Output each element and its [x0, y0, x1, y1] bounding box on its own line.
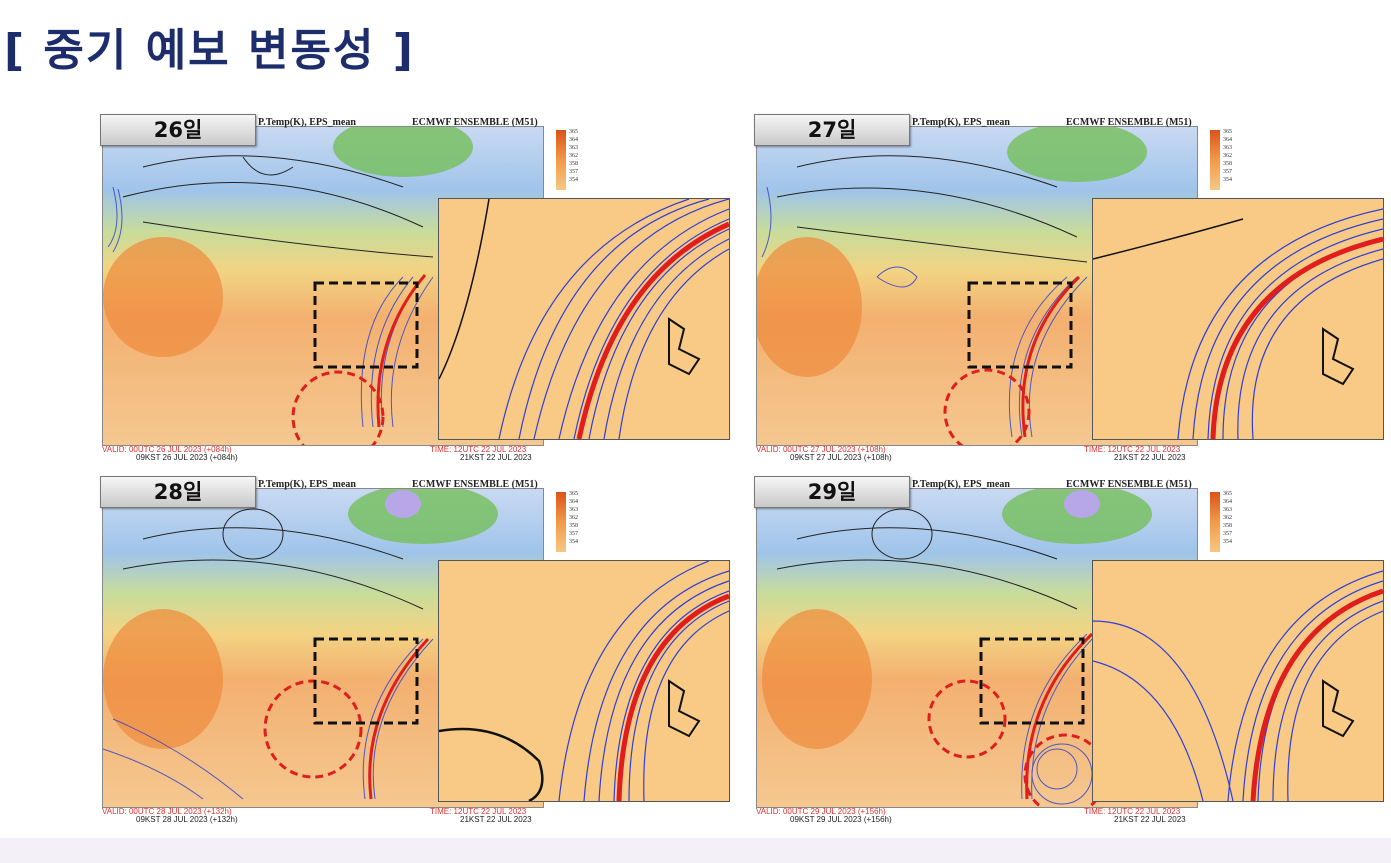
colorbar-tick: 357	[1223, 531, 1232, 537]
init-time-kst: 21KST 22 JUL 2023	[460, 453, 532, 462]
model-label: ECMWF ENSEMBLE (M51)	[412, 479, 538, 490]
colorbar	[556, 492, 566, 552]
slide-title: [ 중기 예보 변동성 ]	[4, 25, 415, 76]
init-time-utc: TIME: 12UTC 22 JUL 2023	[430, 445, 527, 454]
slide-footer-band	[0, 838, 1391, 863]
model-label: ECMWF ENSEMBLE (M51)	[1066, 479, 1192, 490]
day-label: 27일	[754, 114, 910, 146]
forecast-panel-day26: 365 364 363 362 358 357 354 P.Temp(K), E…	[100, 112, 732, 467]
colorbar-tick: 354	[1223, 177, 1232, 183]
colorbar	[556, 130, 566, 190]
colorbar-labels: 365 364 363 362 358 357 354	[569, 128, 578, 184]
valid-time-utc: VALID: 00UTC 26 JUL 2023 (+084h)	[102, 445, 232, 454]
colorbar-tick: 354	[569, 539, 578, 545]
valid-time-kst: 09KST 26 JUL 2023 (+084h)	[136, 453, 238, 462]
colorbar-tick: 365	[1223, 129, 1232, 135]
valid-time-utc: VALID: 00UTC 27 JUL 2023 (+108h)	[756, 445, 886, 454]
zoomed-map-inset	[438, 198, 730, 440]
colorbar-labels: 365 364 363 362 358 357 354	[1223, 128, 1232, 184]
colorbar-tick: 363	[1223, 145, 1232, 151]
colorbar-tick: 364	[1223, 137, 1232, 143]
colorbar-tick: 354	[1223, 539, 1232, 545]
map-variable-label: P.Temp(K), EPS_mean	[258, 117, 356, 128]
init-time-kst: 21KST 22 JUL 2023	[1114, 815, 1186, 824]
valid-time-utc: VALID: 00UTC 28 JUL 2023 (+132h)	[102, 807, 232, 816]
zoomed-map-inset	[1092, 198, 1384, 440]
colorbar-tick: 358	[1223, 161, 1232, 167]
map-variable-label: P.Temp(K), EPS_mean	[912, 117, 1010, 128]
colorbar-tick: 358	[569, 161, 578, 167]
zoomed-map-inset	[438, 560, 730, 802]
init-time-utc: TIME: 12UTC 22 JUL 2023	[430, 807, 527, 816]
day-label: 28일	[100, 476, 256, 508]
init-time-kst: 21KST 22 JUL 2023	[1114, 453, 1186, 462]
valid-time-kst: 09KST 27 JUL 2023 (+108h)	[790, 453, 892, 462]
colorbar-tick: 362	[1223, 153, 1232, 159]
colorbar-labels: 365 364 363 362 358 357 354	[1223, 490, 1232, 546]
colorbar-tick: 364	[569, 499, 578, 505]
colorbar	[1210, 492, 1220, 552]
colorbar	[1210, 130, 1220, 190]
init-time-kst: 21KST 22 JUL 2023	[460, 815, 532, 824]
forecast-panel-day28: 365 364 363 362 358 357 354 P.Temp(K), E…	[100, 474, 732, 829]
colorbar-labels: 365 364 363 362 358 357 354	[569, 490, 578, 546]
init-time-utc: TIME: 12UTC 22 JUL 2023	[1084, 807, 1181, 816]
forecast-panel-day29: 365 364 363 362 358 357 354 P.Temp(K), E…	[754, 474, 1386, 829]
weather-map	[756, 488, 1198, 808]
valid-time-kst: 09KST 29 JUL 2023 (+156h)	[790, 815, 892, 824]
colorbar-tick: 362	[1223, 515, 1232, 521]
colorbar-tick: 365	[569, 129, 578, 135]
init-time-utc: TIME: 12UTC 22 JUL 2023	[1084, 445, 1181, 454]
colorbar-tick: 364	[1223, 499, 1232, 505]
colorbar-tick: 357	[569, 531, 578, 537]
colorbar-tick: 354	[569, 177, 578, 183]
colorbar-tick: 363	[569, 145, 578, 151]
map-variable-label: P.Temp(K), EPS_mean	[258, 479, 356, 490]
colorbar-tick: 363	[569, 507, 578, 513]
colorbar-tick: 365	[1223, 491, 1232, 497]
day-label: 26일	[100, 114, 256, 146]
model-label: ECMWF ENSEMBLE (M51)	[412, 117, 538, 128]
zoomed-map-inset	[1092, 560, 1384, 802]
day-label: 29일	[754, 476, 910, 508]
colorbar-tick: 357	[1223, 169, 1232, 175]
valid-time-utc: VALID: 00UTC 29 JUL 2023 (+156h)	[756, 807, 886, 816]
colorbar-tick: 362	[569, 515, 578, 521]
forecast-panel-day27: 365 364 363 362 358 357 354 P.Temp(K), E…	[754, 112, 1386, 467]
model-label: ECMWF ENSEMBLE (M51)	[1066, 117, 1192, 128]
colorbar-tick: 362	[569, 153, 578, 159]
colorbar-tick: 363	[1223, 507, 1232, 513]
colorbar-tick: 358	[569, 523, 578, 529]
map-variable-label: P.Temp(K), EPS_mean	[912, 479, 1010, 490]
colorbar-tick: 358	[1223, 523, 1232, 529]
colorbar-tick: 357	[569, 169, 578, 175]
valid-time-kst: 09KST 28 JUL 2023 (+132h)	[136, 815, 238, 824]
colorbar-tick: 364	[569, 137, 578, 143]
colorbar-tick: 365	[569, 491, 578, 497]
